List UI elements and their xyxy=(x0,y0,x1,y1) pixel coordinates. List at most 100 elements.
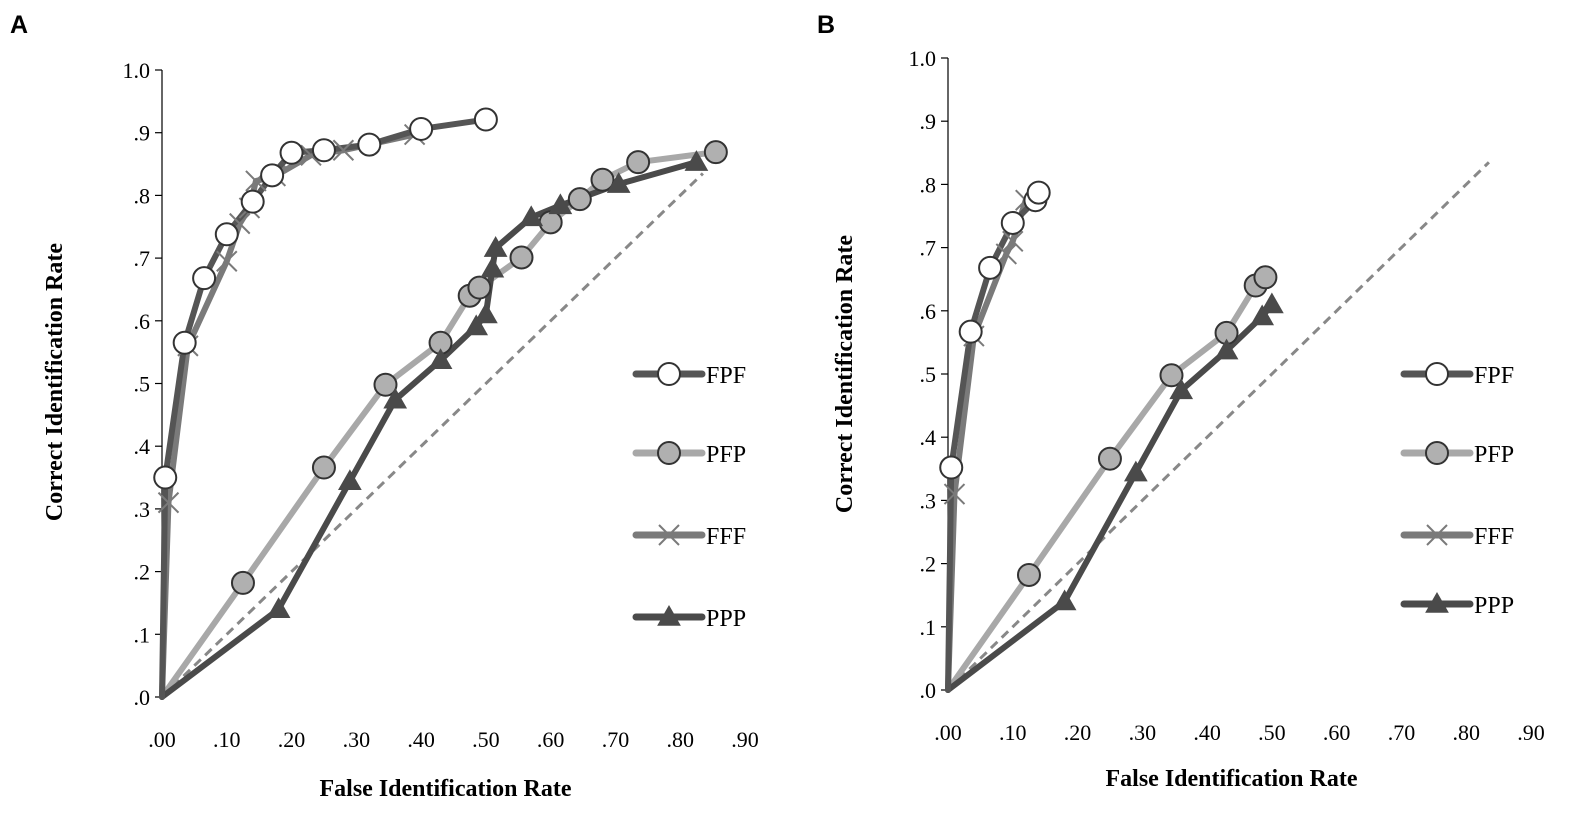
series-fpf-marker xyxy=(473,107,498,132)
x-tick-label: .90 xyxy=(1517,720,1545,745)
y-tick-label: .4 xyxy=(134,434,151,459)
legend-ppp-marker xyxy=(1425,591,1449,613)
legend-ppp-marker xyxy=(657,604,681,626)
x-tick-label: .20 xyxy=(278,727,306,752)
legend-fff-marker xyxy=(658,524,680,546)
series-fpf-marker xyxy=(958,319,983,344)
series-pfp-marker xyxy=(230,570,255,595)
y-tick-label: .0 xyxy=(920,678,937,703)
series-fpf-marker xyxy=(240,189,265,214)
series-ppp-marker xyxy=(480,256,505,278)
series-ppp-marker xyxy=(1123,460,1148,482)
y-tick-label: .5 xyxy=(134,372,151,397)
x-tick-label: .50 xyxy=(472,727,500,752)
series-ppp-marker xyxy=(266,597,291,618)
x-tick-label: .20 xyxy=(1064,720,1092,745)
series-ppp-marker xyxy=(428,348,453,370)
series-fff-marker xyxy=(216,250,238,272)
series-fpf-marker xyxy=(311,138,336,163)
series-line-fff xyxy=(159,131,418,700)
y-tick-label: .2 xyxy=(134,560,151,585)
series-fpf-marker xyxy=(1026,180,1051,205)
series-pfp-marker xyxy=(1097,446,1122,471)
legend-fff-marker xyxy=(1426,524,1448,546)
series-ppp-marker xyxy=(1052,589,1077,611)
x-tick-label: .30 xyxy=(343,727,371,752)
series-pfp-marker xyxy=(1016,562,1041,587)
x-tick-label: .10 xyxy=(213,727,241,752)
series-fpf-marker xyxy=(172,330,197,355)
series-ppp-marker xyxy=(548,193,573,215)
y-tick-label: .3 xyxy=(134,497,151,522)
y-tick-label: .6 xyxy=(920,299,937,324)
x-axis-title: False Identification Rate xyxy=(320,776,572,802)
series-ppp-marker xyxy=(1250,304,1275,326)
chance-line xyxy=(946,161,1490,692)
series-ppp-marker xyxy=(464,314,489,336)
series-pfp-marker xyxy=(590,167,615,192)
y-tick-label: .6 xyxy=(134,309,151,334)
legend-entry-fpf: FPF xyxy=(1400,362,1514,389)
series-fpf-marker xyxy=(939,455,964,480)
x-tick-label: .80 xyxy=(666,727,694,752)
series-ppp-marker xyxy=(337,469,362,491)
y-tick-label: .7 xyxy=(920,236,937,261)
legend-entry-ppp: PPP xyxy=(632,604,746,632)
x-tick-label: .40 xyxy=(1193,720,1221,745)
series-pfp-marker xyxy=(538,210,563,235)
series-ppp-marker xyxy=(606,172,631,193)
series-ppp-marker xyxy=(1260,292,1284,314)
series-fff-marker xyxy=(332,139,355,161)
y-tick-label: .7 xyxy=(134,246,151,271)
y-tick-label: .2 xyxy=(920,552,937,577)
series-pfp-marker xyxy=(703,140,728,165)
legend-label: FPF xyxy=(706,363,746,389)
x-tick-label: .00 xyxy=(148,727,176,752)
series-ppp-marker xyxy=(383,387,408,409)
series-line-pfp xyxy=(159,149,719,700)
y-tick-label: .4 xyxy=(920,425,937,450)
series-ppp-marker xyxy=(483,236,508,257)
series-line-ppp xyxy=(159,159,700,700)
y-tick-label: .8 xyxy=(920,172,937,197)
series-pfp-marker xyxy=(1253,265,1278,290)
x-tick-label: .80 xyxy=(1452,720,1480,745)
series-ppp-marker xyxy=(684,150,709,171)
series-pfp-marker xyxy=(509,245,534,270)
legend-label: PFP xyxy=(706,442,746,468)
legend-entry-pfp: PFP xyxy=(632,441,746,468)
y-axis-title: Correct Identification Rate xyxy=(832,235,858,513)
series-pfp-marker xyxy=(467,275,492,300)
series-ppp-marker xyxy=(519,205,544,227)
legend-label: PPP xyxy=(1474,593,1514,619)
series-pfp-marker xyxy=(311,455,336,480)
series-fpf-marker xyxy=(153,465,178,490)
series-line-fpf xyxy=(159,116,489,700)
y-tick-label: .0 xyxy=(134,685,151,710)
x-tick-label: .60 xyxy=(1323,720,1351,745)
series-fff-marker xyxy=(157,491,180,514)
series-pfp-marker xyxy=(626,150,651,175)
legend-entry-fff: FFF xyxy=(632,524,746,550)
legend-entry-fpf: FPF xyxy=(632,362,746,389)
x-tick-label: .00 xyxy=(934,720,962,745)
legend-entry-pfp: PFP xyxy=(1400,441,1514,468)
series-fpf-marker xyxy=(978,255,1003,280)
series-fpf-marker xyxy=(1000,210,1025,235)
legend-label: FPF xyxy=(1474,363,1514,389)
series-fpf-marker xyxy=(214,222,239,247)
x-tick-label: .70 xyxy=(602,727,630,752)
legend-entry-fff: FFF xyxy=(1400,524,1514,550)
y-tick-label: 1.0 xyxy=(123,58,151,83)
series-pfp-marker xyxy=(373,372,398,397)
series-fpf-marker xyxy=(279,140,304,165)
y-tick-label: .8 xyxy=(134,183,151,208)
x-axis-title: False Identification Rate xyxy=(1106,766,1358,792)
legend-pfp-marker xyxy=(1425,441,1449,465)
x-tick-label: .60 xyxy=(537,727,565,752)
x-tick-label: .70 xyxy=(1388,720,1416,745)
series-ppp-marker xyxy=(1214,338,1239,360)
legend-label: FFF xyxy=(1474,524,1514,550)
y-tick-label: 1.0 xyxy=(909,46,937,71)
panel-label-b: B xyxy=(817,11,835,39)
